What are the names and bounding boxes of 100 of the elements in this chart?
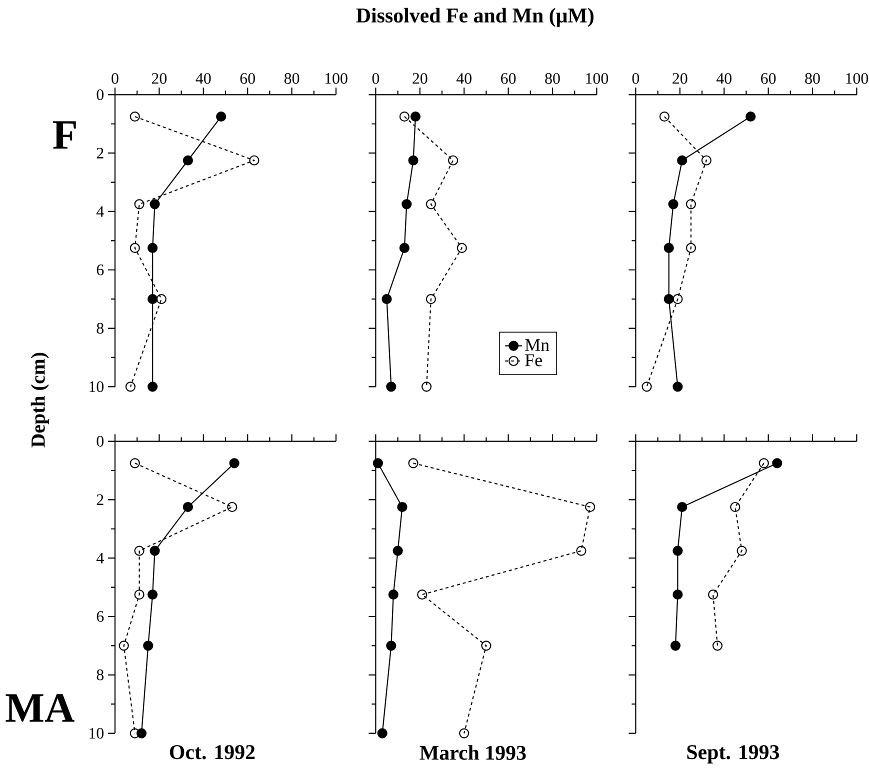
point — [130, 458, 140, 468]
point — [686, 199, 696, 210]
point — [664, 242, 674, 254]
point — [677, 155, 688, 166]
point — [372, 458, 383, 468]
point — [672, 382, 683, 392]
point — [386, 382, 396, 392]
point — [227, 502, 238, 512]
y-axis-title: Depth (cm) — [30, 352, 49, 448]
point — [410, 112, 421, 122]
point — [730, 502, 740, 512]
point — [182, 155, 193, 166]
y-tick-label: 6 — [96, 264, 104, 276]
x-tick-label: 80 — [545, 73, 560, 84]
point — [134, 546, 144, 556]
point — [148, 590, 158, 600]
x-tick-label: 100 — [325, 73, 348, 84]
y-tick-label: 6 — [96, 611, 104, 622]
point — [585, 502, 596, 512]
point — [426, 294, 436, 304]
point — [392, 546, 403, 556]
point — [664, 294, 674, 304]
point — [229, 458, 240, 468]
x-tick-label: 0 — [632, 73, 640, 84]
point — [686, 242, 696, 254]
point — [459, 728, 470, 738]
point — [148, 382, 158, 392]
point — [642, 382, 652, 392]
point — [382, 294, 392, 304]
x-tick-label: 20 — [672, 73, 688, 84]
point — [712, 640, 723, 651]
x-tick-label: 0 — [112, 73, 118, 84]
y-tick-label: 8 — [96, 322, 104, 334]
point — [402, 199, 412, 210]
y-tick-label: 2 — [96, 148, 104, 158]
point — [708, 590, 718, 600]
x-tick-label: 20 — [412, 73, 428, 84]
point — [448, 155, 458, 166]
point — [677, 502, 688, 512]
x-axis-title: Oct. 1992 — [170, 745, 255, 760]
legend-label: Mn — [525, 339, 550, 351]
x-tick-label: 0 — [372, 73, 380, 84]
point — [481, 640, 492, 651]
point — [118, 640, 129, 651]
point — [150, 546, 160, 556]
point — [134, 590, 144, 600]
x-tick-label: 20 — [152, 73, 167, 84]
point — [386, 640, 396, 651]
point — [672, 546, 683, 556]
point — [672, 294, 683, 304]
point — [701, 155, 712, 166]
point — [399, 242, 410, 254]
point — [125, 382, 136, 392]
point — [659, 112, 670, 122]
y-tick-label: 4 — [96, 552, 104, 564]
point — [670, 640, 681, 651]
point — [408, 155, 418, 166]
point — [148, 294, 158, 304]
y-tick-label: 2 — [96, 494, 104, 505]
text: F — [53, 121, 76, 149]
point — [156, 294, 166, 304]
point — [758, 458, 769, 468]
x-tick-label: 80 — [284, 73, 300, 84]
point — [150, 199, 160, 210]
point — [130, 112, 140, 122]
y-tick-label: 4 — [96, 206, 104, 217]
x-tick-label: 40 — [716, 73, 732, 84]
point — [736, 546, 747, 556]
point — [134, 199, 144, 210]
x-tick-label: 40 — [196, 73, 211, 84]
text: MA — [6, 694, 74, 722]
point — [130, 242, 140, 254]
point — [772, 458, 782, 468]
point — [399, 112, 410, 122]
x-tick-label: 100 — [586, 73, 608, 84]
point — [426, 199, 436, 210]
point — [216, 112, 226, 122]
point — [668, 199, 678, 210]
x-axis-title: March 1993 — [420, 745, 526, 760]
y-tick-label: 10 — [90, 728, 104, 739]
point — [377, 728, 388, 738]
point — [456, 242, 467, 254]
point — [672, 590, 683, 600]
point — [576, 546, 586, 556]
point — [182, 502, 193, 512]
x-axis-title: Dissolved Fe and Mn (μM) — [356, 8, 594, 27]
y-tick-label: 0 — [96, 436, 104, 447]
x-tick-label: 60 — [240, 73, 255, 84]
x-tick-label: 100 — [846, 73, 868, 84]
x-tick-label: 40 — [456, 73, 472, 84]
point — [421, 382, 432, 392]
point — [249, 155, 260, 166]
point — [746, 112, 756, 122]
x-tick-label: 60 — [501, 73, 516, 84]
point — [417, 590, 428, 600]
legend-label: Fe — [525, 354, 542, 366]
point — [143, 640, 154, 651]
y-tick-label: 0 — [96, 89, 104, 100]
y-tick-label: 10 — [90, 381, 104, 392]
y-tick-label: 8 — [96, 670, 104, 680]
